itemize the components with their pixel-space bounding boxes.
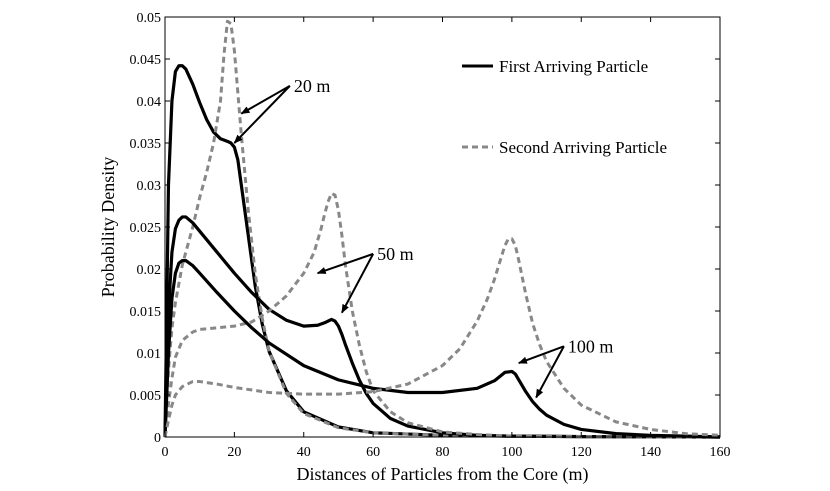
y-tick-label: 0.04 [137, 95, 162, 110]
x-axis-title: Distances of Particles from the Core (m) [297, 464, 589, 485]
y-tick-label: 0 [154, 431, 161, 446]
x-tick-label: 80 [436, 445, 450, 460]
y-tick-label: 0.005 [130, 389, 162, 404]
series-second-50-m [163, 191, 721, 439]
series-second-20-m [163, 19, 721, 439]
annotation-arrow [240, 85, 291, 115]
x-tick-label: 60 [366, 445, 380, 460]
y-tick-label: 0.015 [130, 305, 162, 320]
y-tick-label: 0.045 [130, 53, 162, 68]
x-tick-label: 0 [162, 445, 169, 460]
annotation-label: 100 m [568, 336, 614, 356]
x-tick-label: 140 [640, 445, 661, 460]
x-tick-label: 160 [710, 445, 731, 460]
x-tick-label: 100 [501, 445, 522, 460]
y-tick-label: 0.02 [137, 263, 162, 278]
legend-label-first: First Arriving Particle [499, 57, 648, 76]
series-first-50-m [163, 215, 721, 439]
series-second-100-m [163, 237, 721, 438]
y-tick-label: 0.025 [130, 221, 162, 236]
series-first-100-m [163, 259, 721, 439]
annotation-arrow [535, 345, 565, 399]
axes-layer: 0 20 40 60 80 100 120 140 160 0 0.005 0.01 0.015 0.02… [130, 11, 731, 460]
y-tick-label: 0.05 [137, 11, 162, 26]
annotation-arrow [517, 345, 565, 365]
legend: First Arriving Particle Second Arriving P… [462, 57, 667, 157]
annotation-arrow [341, 253, 375, 314]
annotation-arrow [233, 85, 291, 144]
y-tick-label: 0.03 [137, 179, 162, 194]
x-tick-label: 120 [571, 445, 592, 460]
series-layer [163, 19, 721, 439]
annotation-arrow [316, 252, 374, 275]
y-tick-label: 0.01 [137, 347, 162, 362]
y-axis-title: Probability Density [98, 157, 118, 298]
annotation-label: 20 m [294, 76, 331, 96]
y-tick-label: 0.035 [130, 137, 162, 152]
legend-label-second: Second Arriving Particle [499, 138, 667, 157]
annotation-label: 50 m [377, 244, 414, 264]
x-tick-label: 20 [227, 445, 241, 460]
annotations: 20 m 50 m 100 m [233, 76, 614, 399]
x-tick-label: 40 [297, 445, 311, 460]
